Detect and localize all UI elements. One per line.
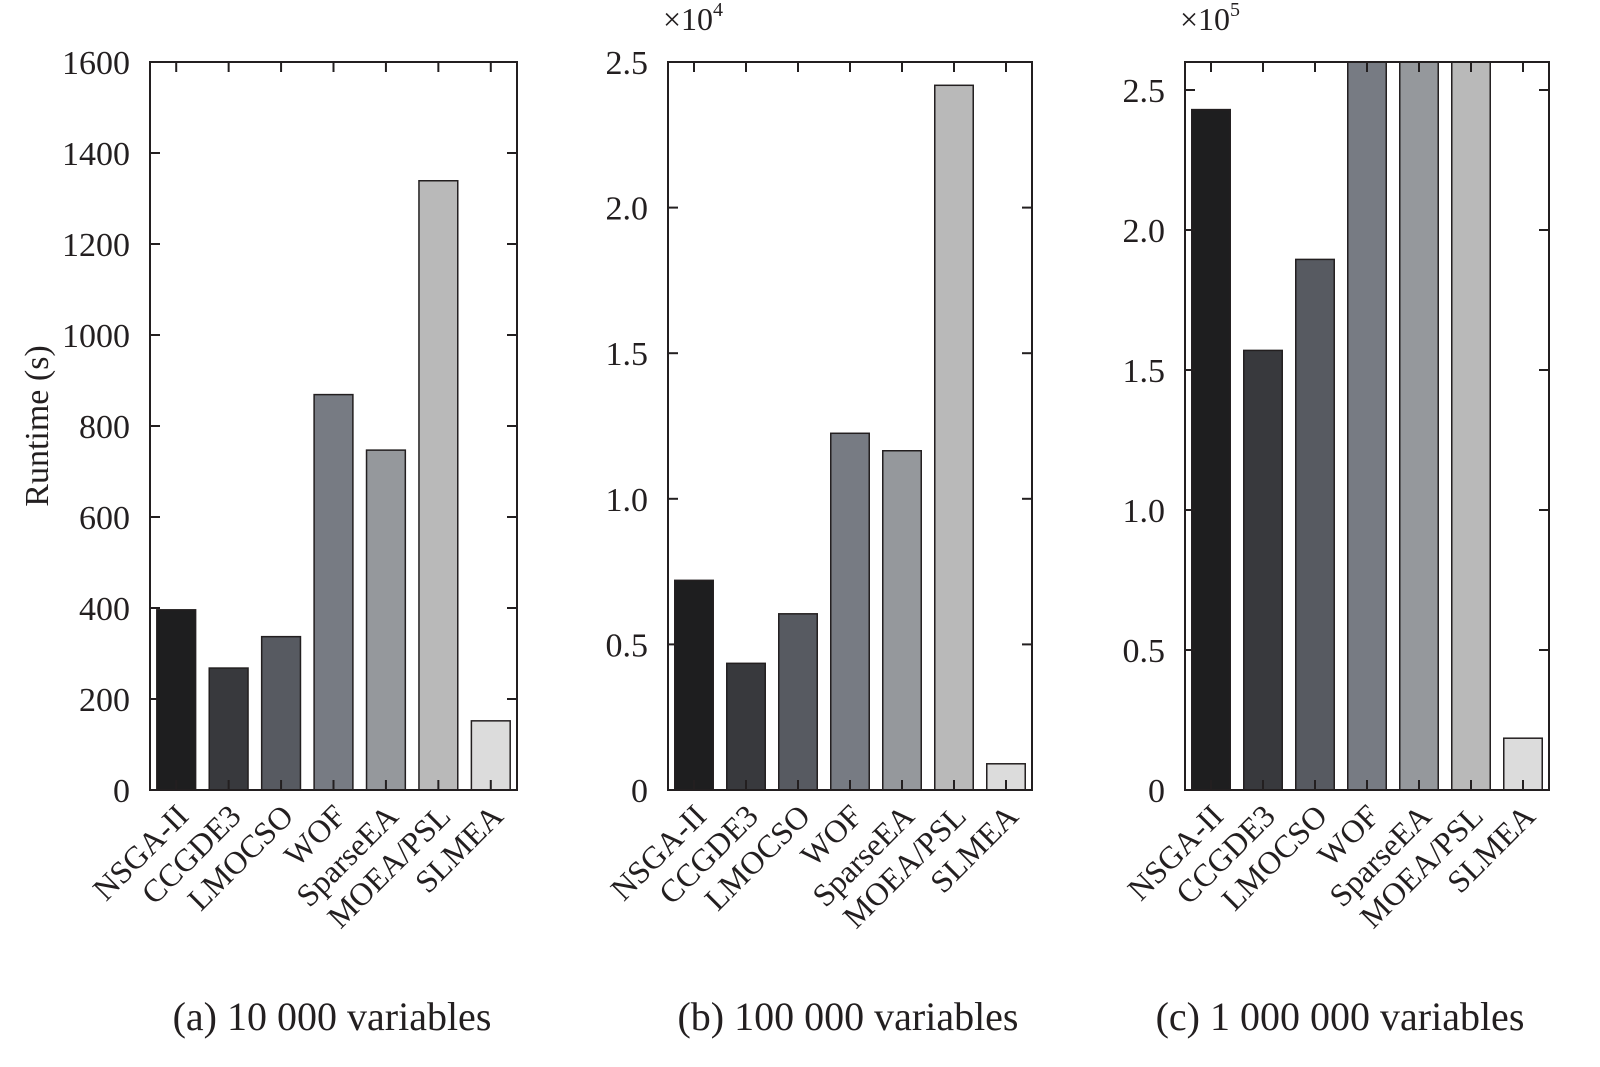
y-tick-label: 0 [631,773,648,810]
y-tick-label: 1200 [62,227,130,264]
bar-wof [313,393,354,791]
y-tick-label: 2.5 [1123,73,1166,110]
y-tick-label: 2.0 [1123,213,1166,250]
axis-multiplier-exponent: 5 [1230,0,1240,21]
y-tick-label: 1.5 [1123,353,1166,390]
bar-moea-psl [418,180,459,791]
y-tick-label: 400 [79,591,130,628]
chart-panel-2: 00.51.01.52.02.5NSGA-IICCGDE3LMOCSOWOFSp… [1120,0,1550,1039]
axis-multiplier-exponent: 4 [713,0,723,21]
panel-caption: (b) 100 000 variables [677,994,1018,1039]
y-tick-label: 1000 [62,318,130,355]
y-tick-label: 1400 [62,136,130,173]
axis-multiplier: ×104 [663,0,723,37]
y-tick-label: 1.5 [606,336,649,373]
y-tick-label: 2.0 [606,191,649,228]
panel-caption: (a) 10 000 variables [173,994,492,1039]
bar-sparseea [882,450,922,791]
bar-wof [830,432,870,791]
bar-lmocso [260,635,302,791]
bar-nsga-ii [1191,108,1231,791]
bar-moea-psl [934,84,974,791]
bar-slmea [470,720,511,791]
bar-ccgde3 [726,662,766,791]
y-tick-label: 1.0 [1123,493,1166,530]
chart-panel-1: 00.51.01.52.02.5NSGA-IICCGDE3LMOCSOWOFSp… [603,0,1033,1039]
bar-moea-psl [1451,61,1491,791]
y-tick-label: 1.0 [606,482,649,519]
y-tick-label: 0 [1148,773,1165,810]
y-tick-label: 2.5 [606,45,649,82]
y-axis-label: Runtime (s) [19,345,56,506]
y-tick-label: 800 [79,409,130,446]
y-tick-label: 0.5 [606,627,649,664]
y-tick-label: 1600 [62,45,130,82]
bar-ccgde3 [208,667,249,791]
axis-multiplier: ×105 [1180,0,1240,37]
chart-panel-0: 02004006008001000120014001600NSGA-IICCGD… [19,45,518,1039]
bar-wof [1347,61,1387,791]
bar-sparseea [365,449,407,791]
y-tick-label: 0 [113,773,130,810]
y-tick-label: 600 [79,500,130,537]
bar-lmocso [1295,258,1335,791]
y-tick-label: 0.5 [1123,633,1166,670]
y-tick-label: 200 [79,682,130,719]
bar-nsga-ii [156,609,197,791]
bar-ccgde3 [1243,349,1283,791]
bar-nsga-ii [674,579,714,791]
bar-lmocso [778,613,818,791]
panel-caption: (c) 1 000 000 variables [1156,994,1525,1039]
bar-sparseea [1399,61,1439,791]
